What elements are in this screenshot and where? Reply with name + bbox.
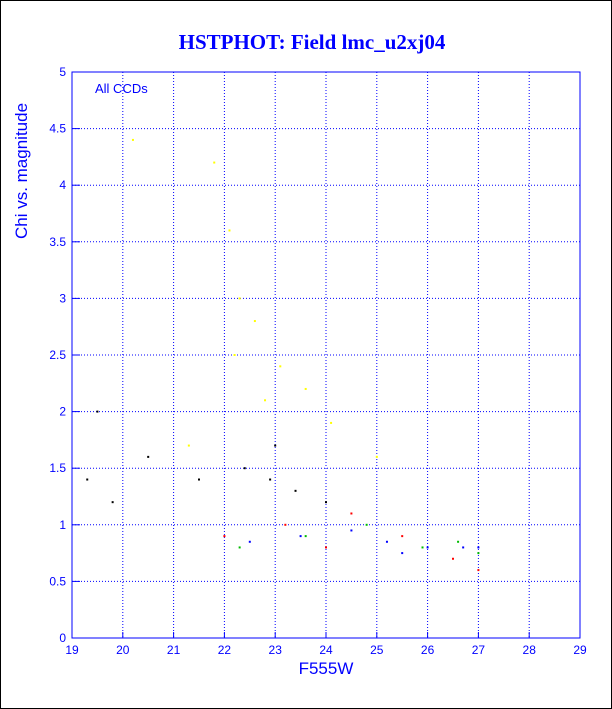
y-tick-label: 0 xyxy=(59,631,66,645)
data-point xyxy=(248,540,251,543)
data-point xyxy=(330,421,333,424)
data-point xyxy=(284,523,287,526)
y-axis-ticks: 0 0.5 1 1.5 2 2.5 3 3.5 4 4.5 5 xyxy=(49,65,80,645)
data-point xyxy=(269,478,272,481)
data-point xyxy=(96,410,99,413)
y-tick-label: 0.5 xyxy=(49,574,66,588)
data-point xyxy=(452,557,454,560)
data-point xyxy=(253,320,256,323)
data-point xyxy=(477,552,480,555)
data-point xyxy=(187,444,190,447)
data-point xyxy=(147,455,150,458)
data-point xyxy=(477,546,480,549)
x-axis-ticks: 19 20 21 22 23 24 25 26 27 28 29 xyxy=(65,632,587,657)
y-tick-label: 3 xyxy=(59,291,66,305)
y-tick-label: 4.5 xyxy=(49,122,66,136)
x-tick-label: 21 xyxy=(167,643,181,657)
data-point xyxy=(223,535,226,538)
annotation-all-ccds: All CCDs xyxy=(95,81,148,96)
data-point xyxy=(131,138,134,141)
x-tick-label: 29 xyxy=(573,643,587,657)
data-point xyxy=(213,161,216,164)
data-point xyxy=(243,467,246,470)
data-point xyxy=(294,489,297,492)
data-point xyxy=(304,387,307,390)
x-tick-label: 26 xyxy=(421,643,435,657)
data-point xyxy=(238,297,241,300)
data-point xyxy=(401,535,404,538)
data-point xyxy=(299,535,302,538)
data-point xyxy=(325,501,327,504)
x-tick-label: 20 xyxy=(116,643,130,657)
data-point xyxy=(350,512,353,515)
data-point xyxy=(375,455,378,458)
y-axis-label: Chi vs. magnitude xyxy=(12,103,31,239)
data-point xyxy=(385,540,388,543)
data-point xyxy=(304,535,307,538)
y-tick-label: 2 xyxy=(59,405,66,419)
data-points xyxy=(86,138,480,572)
grid-lines xyxy=(71,71,581,639)
data-point xyxy=(198,478,200,481)
data-point xyxy=(111,501,114,504)
data-point xyxy=(401,552,404,555)
x-tick-label: 25 xyxy=(370,643,384,657)
y-tick-label: 5 xyxy=(59,65,66,79)
data-point xyxy=(477,569,480,572)
data-point xyxy=(279,365,282,368)
data-point xyxy=(86,478,89,481)
x-tick-label: 24 xyxy=(319,643,333,657)
y-tick-label: 1 xyxy=(59,518,66,532)
data-point xyxy=(264,399,267,402)
data-point xyxy=(365,523,368,526)
y-tick-label: 4 xyxy=(59,178,66,192)
data-point xyxy=(238,546,241,549)
x-tick-label: 27 xyxy=(472,643,486,657)
chart-title: HSTPHOT: Field lmc_u2xj04 xyxy=(179,30,446,54)
data-point xyxy=(233,354,236,356)
x-tick-label: 22 xyxy=(218,643,232,657)
x-tick-label: 19 xyxy=(65,643,79,657)
x-tick-label: 23 xyxy=(269,643,283,657)
data-point xyxy=(421,546,424,549)
data-point xyxy=(457,540,460,543)
data-point xyxy=(325,546,327,549)
data-point xyxy=(350,529,353,532)
y-tick-label: 2.5 xyxy=(49,348,66,362)
data-point xyxy=(274,444,277,447)
data-point xyxy=(462,546,465,549)
x-tick-label: 28 xyxy=(523,643,537,657)
x-axis-label: F555W xyxy=(299,659,354,678)
data-point xyxy=(426,546,429,549)
y-tick-label: 1.5 xyxy=(49,461,66,475)
y-tick-label: 3.5 xyxy=(49,235,66,249)
data-point xyxy=(228,229,231,232)
